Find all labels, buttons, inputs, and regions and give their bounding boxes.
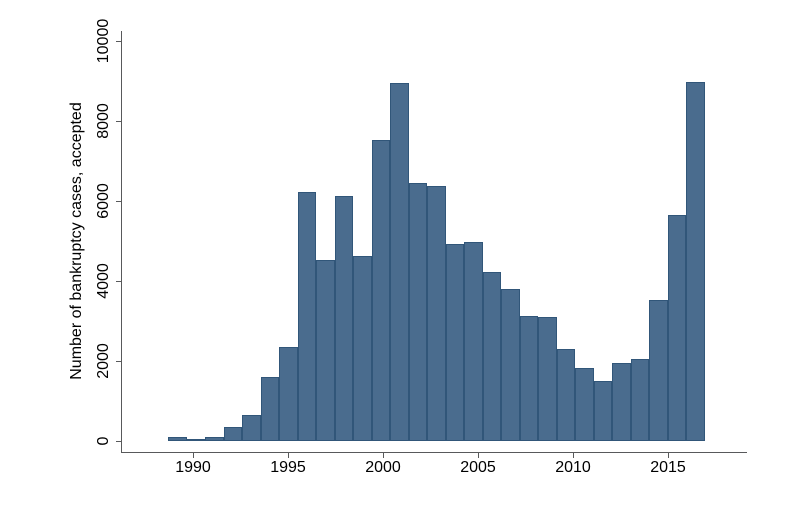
bar-2013	[612, 363, 631, 441]
x-tick-label-2005: 2005	[460, 459, 496, 476]
bar-2011	[575, 368, 594, 441]
bar-2001	[390, 83, 409, 441]
x-tick-2015	[668, 452, 669, 458]
x-tick-label-2015: 2015	[650, 459, 686, 476]
bar-2009	[538, 317, 557, 441]
bar-2010	[556, 349, 576, 441]
x-tick-2000	[383, 452, 384, 458]
x-axis-line	[121, 452, 747, 453]
bar-2007	[501, 289, 520, 441]
y-tick-0	[116, 440, 122, 442]
bar-2015	[649, 300, 668, 441]
x-tick-label-2000: 2000	[365, 459, 401, 476]
y-tick-label-4000: 4000	[95, 263, 112, 299]
x-tick-label-1995: 1995	[270, 459, 306, 476]
bar-1989	[168, 437, 187, 441]
bar-2002	[408, 183, 428, 441]
bar-1991	[205, 436, 224, 441]
bar-1999	[353, 256, 372, 441]
y-tick-2000	[116, 360, 122, 362]
x-tick-label-2010: 2010	[555, 459, 591, 476]
y-tick-6000	[116, 200, 122, 202]
y-tick-label-2000: 2000	[95, 343, 112, 379]
bar-1996	[297, 192, 317, 441]
bar-2012	[593, 381, 613, 441]
x-tick-2010	[573, 452, 574, 458]
y-tick-label-8000: 8000	[95, 103, 112, 139]
bar-2017	[686, 81, 705, 441]
bar-1990	[186, 438, 206, 441]
y-axis-line	[121, 31, 122, 452]
y-axis-title: Number of bankruptcy cases, accepted	[68, 102, 85, 380]
bar-2005	[464, 241, 483, 441]
y-tick-label-6000: 6000	[95, 183, 112, 219]
bar-1998	[334, 196, 354, 441]
bar-1995	[279, 347, 298, 441]
y-tick-label-0: 0	[95, 436, 112, 446]
bar-1993	[242, 415, 261, 441]
bar-2000	[371, 140, 391, 441]
y-tick-4000	[116, 280, 122, 282]
bar-2016	[667, 215, 687, 441]
bar-2003	[427, 186, 446, 441]
x-tick-1995	[288, 452, 289, 458]
bar-2008	[519, 316, 539, 441]
bar-1992	[223, 427, 243, 441]
x-tick-label-1990: 1990	[175, 459, 211, 476]
y-tick-8000	[116, 120, 122, 122]
bar-2006	[482, 271, 502, 441]
x-tick-2005	[478, 452, 479, 458]
y-tick-10000	[116, 40, 122, 42]
bar-1994	[260, 377, 280, 441]
bar-2004	[445, 244, 465, 441]
bar-1997	[316, 260, 335, 441]
y-tick-label-10000: 10000	[95, 18, 112, 64]
bar-2014	[630, 359, 650, 441]
x-tick-1990	[193, 452, 194, 458]
